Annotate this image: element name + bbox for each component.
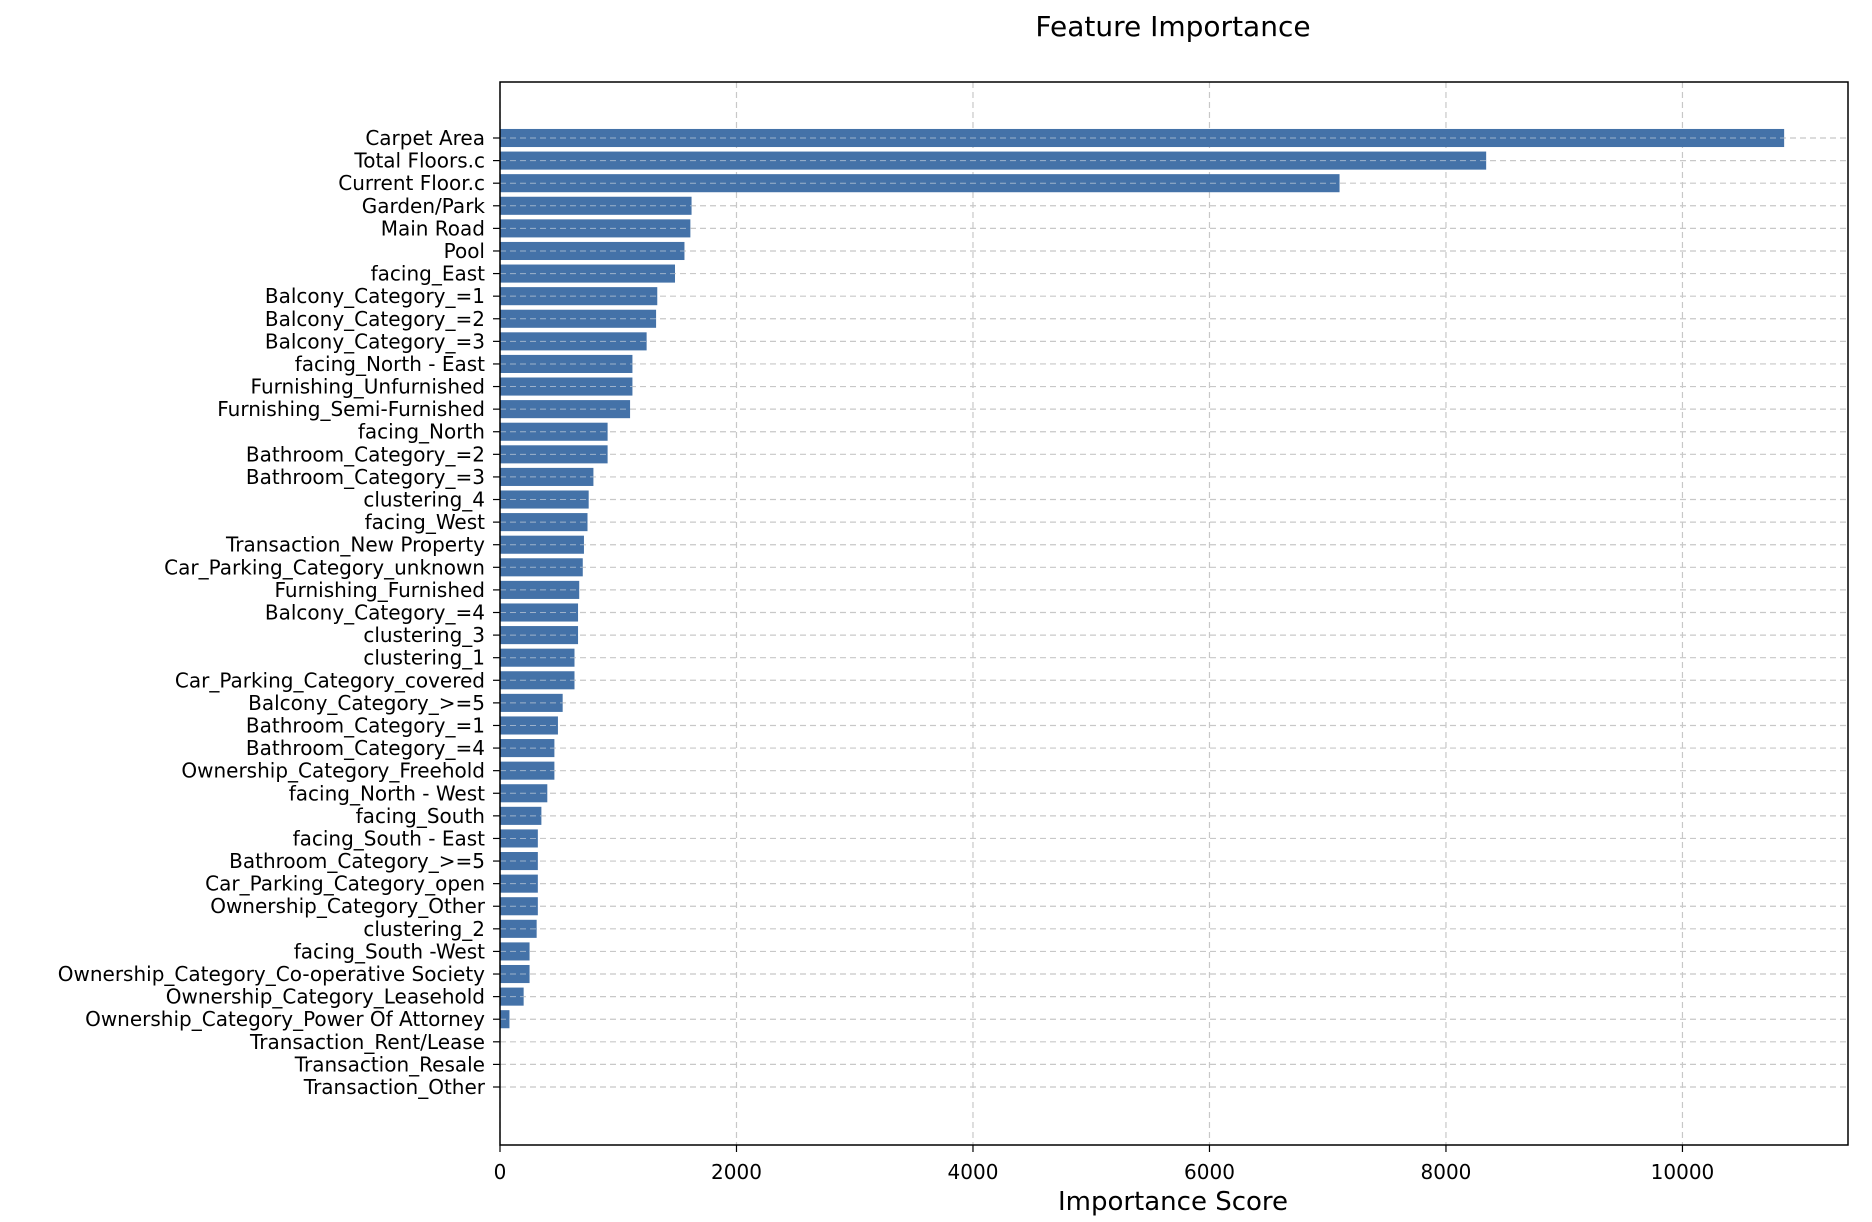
bar: [500, 874, 538, 893]
plot-frame: [499, 81, 1849, 1146]
y-category-label: Bathroom_Category_=1: [246, 713, 485, 737]
y-category-label: facing_South - East: [293, 826, 486, 850]
y-category-label: Ownership_Category_Power Of Attorney: [85, 1007, 485, 1031]
x-tick-label: 4000: [948, 1160, 999, 1184]
y-category-label: Furnishing_Unfurnished: [251, 375, 485, 399]
y-category-label: Total Floors.c: [353, 149, 485, 173]
bar: [500, 309, 657, 328]
bar: [500, 829, 538, 848]
bar: [500, 919, 537, 938]
y-category-label: Transaction_New Property: [225, 533, 485, 557]
y-category-label: Ownership_Category_Leasehold: [166, 985, 485, 1009]
x-axis-ticks: 0 2000 4000 6000 8000 10000: [494, 1145, 1715, 1184]
bar: [500, 174, 1340, 193]
bar: [500, 852, 538, 871]
y-category-label: Carpet Area: [365, 126, 485, 150]
bar: [500, 716, 558, 735]
y-category-label: facing_North - West: [289, 781, 485, 805]
x-tick-label: 6000: [1184, 1160, 1235, 1184]
grid-lines: [499, 82, 1848, 1145]
y-category-label: Ownership_Category_Co-operative Society: [58, 962, 485, 986]
y-category-label: Bathroom_Category_=2: [246, 442, 485, 466]
y-category-label: facing_South -West: [294, 939, 485, 963]
y-category-label: Balcony_Category_>=5: [248, 691, 485, 715]
bar: [500, 354, 633, 373]
y-category-label: facing_West: [365, 510, 486, 534]
y-category-label: Bathroom_Category_>=5: [229, 849, 485, 873]
bar: [500, 671, 575, 690]
y-category-label: Car_Parking_Category_open: [205, 872, 485, 896]
y-category-label: Transaction_Other: [303, 1075, 486, 1099]
y-category-label: Current Floor.c: [338, 171, 485, 195]
y-category-label: Car_Parking_Category_unknown: [164, 555, 485, 579]
y-category-label: Car_Parking_Category_covered: [175, 668, 485, 692]
y-category-label: Bathroom_Category_=4: [246, 736, 485, 760]
y-category-label: Transaction_Rent/Lease: [249, 1030, 485, 1054]
bar: [500, 377, 633, 396]
bar: [500, 467, 594, 486]
bar: [500, 580, 580, 599]
y-category-label: Ownership_Category_Freehold: [181, 759, 485, 783]
y-category-label: Pool: [444, 239, 485, 263]
y-category-label: Balcony_Category_=4: [265, 601, 485, 625]
y-category-label: Furnishing_Semi-Furnished: [217, 397, 485, 421]
y-category-label: facing_North: [358, 420, 485, 444]
x-tick-label: 0: [494, 1160, 507, 1184]
x-tick-label: 10000: [1651, 1160, 1715, 1184]
y-category-label: Balcony_Category_=2: [265, 307, 485, 331]
y-category-label: facing_North - East: [295, 352, 485, 376]
bar: [500, 897, 538, 916]
bar: [500, 648, 575, 667]
bar: [500, 626, 579, 645]
y-category-label: Main Road: [381, 216, 485, 240]
y-category-label: facing_South: [356, 804, 485, 828]
bar: [500, 739, 555, 758]
chart-title: Feature Importance: [1035, 10, 1310, 43]
y-category-label: clustering_2: [363, 917, 485, 941]
y-category-label: clustering_1: [363, 646, 485, 670]
bar: [500, 264, 676, 283]
bar: [500, 603, 579, 622]
y-category-label: Balcony_Category_=3: [265, 329, 485, 353]
bar: [500, 761, 555, 780]
y-category-label: facing_East: [371, 262, 486, 286]
bar: [500, 287, 658, 306]
y-category-label: clustering_3: [363, 623, 485, 647]
x-axis-label: Importance Score: [1058, 1187, 1288, 1217]
x-tick-label: 8000: [1421, 1160, 1472, 1184]
y-category-label: Transaction_Resale: [294, 1052, 485, 1076]
y-category-label: Bathroom_Category_=3: [246, 465, 485, 489]
y-category-label: Balcony_Category_=1: [265, 284, 485, 308]
y-category-label: clustering_4: [363, 488, 485, 512]
y-category-label: Furnishing_Furnished: [275, 578, 486, 602]
x-tick-label: 2000: [711, 1160, 762, 1184]
y-category-label: Garden/Park: [362, 194, 486, 218]
y-category-label: Ownership_Category_Other: [210, 894, 486, 918]
bars: [500, 128, 1785, 1029]
